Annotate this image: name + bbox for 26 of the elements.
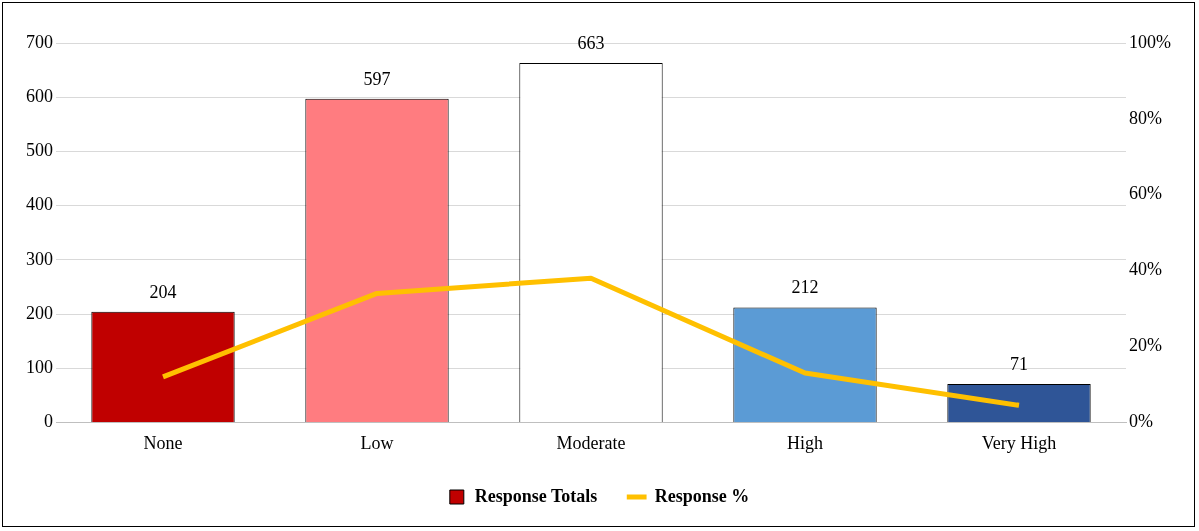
y2-tick-label: 100% xyxy=(1129,31,1172,52)
data-label: 663 xyxy=(577,32,605,53)
data-label: 212 xyxy=(791,277,819,298)
y2-tick-label: 20% xyxy=(1129,335,1163,356)
x-tick-label: High xyxy=(787,432,823,453)
x-tick-label: Moderate xyxy=(556,432,626,453)
x-tick-label: Low xyxy=(360,432,394,453)
data-label: 597 xyxy=(363,68,391,89)
y-tick-label: 100 xyxy=(26,356,53,377)
x-tick-label: None xyxy=(143,432,183,453)
y-tick-label: 600 xyxy=(26,85,53,106)
y2-tick-label: 0% xyxy=(1129,411,1154,432)
y2-tick-label: 80% xyxy=(1129,107,1163,128)
y-tick-label: 300 xyxy=(26,248,53,269)
y-tick-label: 400 xyxy=(26,194,53,215)
data-label: 204 xyxy=(149,281,177,302)
legend-label: Response % xyxy=(654,485,750,506)
y-tick-label: 0 xyxy=(44,411,53,432)
x-tick-label: Very High xyxy=(981,432,1057,453)
data-label: 71 xyxy=(1010,353,1029,374)
y-tick-label: 700 xyxy=(26,31,53,52)
y2-tick-label: 60% xyxy=(1129,183,1163,204)
y2-tick-label: 40% xyxy=(1129,259,1163,280)
y-tick-label: 200 xyxy=(26,302,53,323)
legend-label: Response Totals xyxy=(474,485,598,506)
y-tick-label: 500 xyxy=(26,140,53,161)
